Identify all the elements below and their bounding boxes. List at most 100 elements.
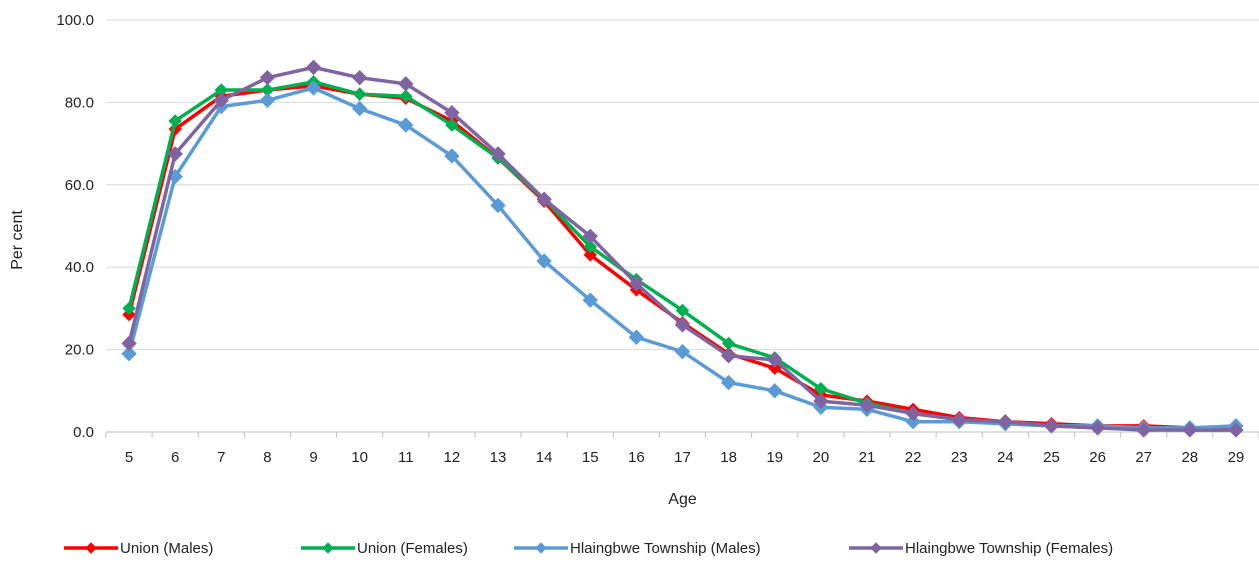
x-tick-label: 7 <box>217 449 225 466</box>
data-point <box>628 275 645 292</box>
x-tick-label: 15 <box>582 449 599 466</box>
legend-swatch-marker <box>85 542 97 554</box>
data-point <box>628 329 645 345</box>
x-tick-label: 23 <box>951 449 968 466</box>
data-point <box>399 89 413 103</box>
data-point <box>444 148 460 164</box>
y-tick-label: 100.0 <box>56 12 94 29</box>
data-point <box>490 146 506 162</box>
gridlines <box>106 19 1259 351</box>
x-axis-title: Age <box>668 491 697 508</box>
legend-label: Union (Males) <box>120 540 213 557</box>
x-tick-label: 27 <box>1135 449 1152 466</box>
data-point <box>1135 422 1152 438</box>
legend-item: Hlaingbwe Township (Females) <box>849 540 1113 557</box>
series-group <box>121 59 1244 438</box>
data-point <box>951 411 967 428</box>
x-tick-label: 28 <box>1181 449 1198 466</box>
x-tick-label: 17 <box>674 449 691 466</box>
legend-item: Union (Females) <box>301 540 468 557</box>
data-point <box>259 69 276 86</box>
data-point <box>583 239 597 254</box>
x-tick-label: 24 <box>997 449 1014 466</box>
series-4 <box>121 59 1244 438</box>
legend-swatch-marker <box>322 542 334 554</box>
data-point <box>582 292 598 308</box>
data-point <box>121 346 137 362</box>
x-tick-label: 11 <box>398 449 414 466</box>
data-point <box>674 343 691 360</box>
legend-item: Union (Males) <box>64 540 213 557</box>
y-axis-ticks: 0.0 20.0 40.0 60.0 80.0 100.0 <box>56 12 94 441</box>
data-point <box>1228 422 1244 438</box>
legend-swatch-marker <box>870 542 882 554</box>
x-tick-label: 6 <box>171 449 179 466</box>
x-tick-label: 19 <box>766 449 783 466</box>
data-point <box>674 317 691 333</box>
data-point <box>1043 418 1060 434</box>
x-tick-label: 8 <box>263 449 271 466</box>
data-point <box>859 397 875 413</box>
x-tick-label: 29 <box>1228 449 1245 466</box>
y-axis-title: Per cent <box>9 210 26 270</box>
data-point <box>352 87 367 101</box>
data-point <box>675 303 690 318</box>
data-point <box>813 393 829 409</box>
legend-label: Hlaingbwe Township (Males) <box>570 540 761 557</box>
data-point <box>767 352 783 368</box>
x-tick-label: 12 <box>444 449 461 466</box>
y-tick-label: 80.0 <box>65 94 94 111</box>
x-tick-label: 20 <box>813 449 830 466</box>
data-point <box>121 335 137 352</box>
data-point <box>259 92 276 109</box>
data-point <box>720 348 737 364</box>
x-tick-label: 21 <box>859 449 876 466</box>
series-1 <box>122 79 1243 437</box>
data-point <box>720 374 737 391</box>
data-point <box>1182 422 1198 438</box>
series-line <box>127 65 1236 432</box>
legend-label: Union (Females) <box>357 540 468 557</box>
legend-swatch-marker <box>535 542 547 554</box>
data-point <box>122 301 136 316</box>
data-point <box>351 100 368 117</box>
data-point <box>445 118 459 132</box>
data-point <box>536 253 552 269</box>
data-point <box>582 228 598 245</box>
data-point <box>398 76 414 92</box>
x-tick-label: 22 <box>905 449 922 466</box>
data-point <box>1089 420 1106 436</box>
data-point <box>490 197 506 214</box>
x-tick-label: 14 <box>536 449 553 466</box>
data-point <box>536 191 552 207</box>
y-tick-label: 40.0 <box>65 259 94 276</box>
data-point <box>583 248 597 262</box>
x-tick-label: 9 <box>309 449 317 466</box>
data-point <box>905 405 921 422</box>
data-point <box>305 80 322 96</box>
y-tick-label: 0.0 <box>73 424 94 441</box>
data-point <box>768 361 782 375</box>
x-tick-label: 25 <box>1043 449 1060 466</box>
series-line <box>127 86 1237 430</box>
data-point <box>905 413 921 430</box>
x-tick-label: 5 <box>125 449 133 466</box>
legend-label: Hlaingbwe Township (Females) <box>905 540 1113 557</box>
x-axis-ticks: 5 6 7 8 9 10 11 12 13 14 15 16 17 18 19 20 21 22 23 24 25 26 2… <box>105 432 1259 466</box>
x-tick-label: 26 <box>1089 449 1106 466</box>
series-line <box>127 80 1236 432</box>
legend: Union (Males) Union (Females) Hlaingbwe To… <box>64 540 1113 557</box>
x-tick-label: 13 <box>490 449 507 466</box>
data-point <box>167 146 183 162</box>
series-line <box>127 84 1237 432</box>
data-point <box>997 413 1014 430</box>
data-point <box>213 92 230 109</box>
data-point <box>305 59 322 76</box>
x-tick-label: 18 <box>720 449 737 466</box>
y-tick-label: 60.0 <box>65 177 94 194</box>
data-point <box>398 117 414 133</box>
legend-item: Hlaingbwe Township (Males) <box>514 540 761 557</box>
y-tick-label: 20.0 <box>65 342 94 359</box>
x-tick-label: 16 <box>628 449 645 466</box>
